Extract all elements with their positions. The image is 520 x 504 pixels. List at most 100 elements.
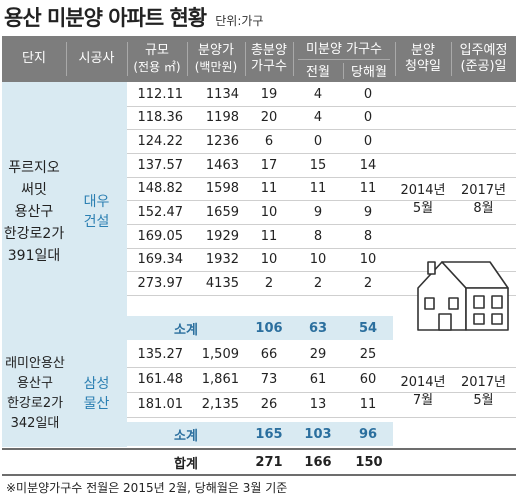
header-complex: 단지 — [2, 36, 66, 82]
header-price-label: 분양가 — [198, 43, 234, 58]
size-cell: 118.36 — [137, 110, 184, 125]
complex-b-name-line: 래미안용산 — [5, 356, 65, 371]
header-size: 규모 (전용 ㎡) — [127, 36, 187, 82]
total-row: 합계 271 166 150 — [2, 448, 516, 476]
total-this: 150 — [355, 454, 383, 470]
size-cell: 181.01 — [137, 397, 184, 412]
total-total: 271 — [255, 454, 283, 470]
header-unsold-group: 미분양 가구수 — [293, 36, 395, 59]
sale-month: 7월 — [412, 393, 434, 408]
header-divider — [293, 42, 294, 76]
header-price: 분양가 (백만원) — [187, 36, 245, 82]
subtotal-this: 54 — [358, 320, 378, 336]
total-units-cell: 10 — [260, 252, 278, 267]
complex-b-name-line: 342일대 — [10, 416, 60, 431]
price-cell: 1598 — [205, 181, 239, 196]
total-units-cell: 17 — [260, 157, 278, 173]
header-total-units: 총분양 가구수 — [245, 36, 293, 82]
prev-month-cell: 0 — [313, 133, 323, 149]
size-cell: 135.27 — [137, 347, 184, 362]
table-row: 137.57 1463 17 15 14 — [127, 153, 516, 178]
this-month-cell: 14 — [359, 157, 377, 173]
prev-month-cell: 61 — [309, 372, 327, 387]
complex-a-move-date: 2017년 8월 — [451, 176, 516, 224]
size-cell: 137.57 — [137, 157, 184, 173]
size-cell: 112.11 — [137, 86, 184, 102]
size-cell: 273.97 — [137, 275, 184, 291]
price-cell: 1,509 — [201, 347, 239, 362]
this-month-cell: 25 — [359, 347, 377, 362]
unit-label: 단위:가구 — [215, 14, 264, 28]
price-cell: 1659 — [205, 204, 239, 220]
complex-b-name-line: 용산구 — [17, 376, 53, 391]
table-row: 161.48 1,861 73 61 60 — [127, 367, 516, 393]
sale-month: 5월 — [412, 201, 434, 216]
header-divider — [451, 42, 452, 76]
sale-year: 2014년 — [400, 183, 446, 198]
subtotal-prev: 63 — [308, 320, 328, 336]
prev-month-cell: 8 — [313, 228, 323, 244]
complex-a-builder-line: 대우 — [83, 193, 110, 210]
price-cell: 1236 — [205, 133, 239, 149]
header-prev-month: 전월 — [293, 59, 343, 82]
prev-month-cell: 10 — [309, 252, 327, 267]
header-complex-label: 단지 — [22, 51, 46, 66]
this-month-cell: 11 — [359, 397, 377, 412]
complex-a-name-line: 한강로2가 — [3, 225, 65, 242]
header-total-units-line1: 총분양 — [251, 43, 287, 58]
header-divider — [66, 42, 67, 76]
subtotal-row: 소계 106 63 54 — [127, 316, 393, 340]
move-month: 8월 — [473, 201, 494, 216]
price-cell: 4135 — [205, 275, 239, 291]
table-row: 148.82 1598 11 11 11 — [127, 177, 516, 201]
subtotal-label: 소계 — [174, 322, 198, 338]
total-units-cell: 26 — [260, 397, 278, 412]
header-size-unit: (전용 ㎡) — [133, 60, 181, 74]
this-month-cell: 10 — [359, 252, 377, 267]
size-cell: 169.05 — [137, 228, 184, 244]
header-move-date: 입주예정 (준공)일 — [451, 36, 516, 82]
subtotal-prev: 103 — [304, 426, 332, 442]
header-prev-month-label: 전월 — [306, 65, 330, 80]
this-month-cell: 0 — [363, 110, 373, 125]
header-builder: 시공사 — [66, 36, 127, 82]
this-month-cell: 8 — [363, 228, 373, 244]
complex-a-name: 푸르지오 써밋 용산구 한강로2가 391일대 — [2, 82, 66, 341]
total-units-cell: 66 — [260, 347, 278, 362]
total-label: 합계 — [174, 456, 198, 472]
price-cell: 1134 — [205, 86, 239, 102]
header-divider — [187, 42, 188, 76]
prev-month-cell: 15 — [309, 157, 327, 173]
header-move-line2: (준공)일 — [460, 59, 507, 74]
complex-b-builder: 삼성 물산 — [66, 341, 127, 447]
header-divider — [127, 42, 128, 76]
header-total-units-line2: 가구수 — [251, 59, 287, 74]
header-price-unit: (백만원) — [194, 60, 238, 74]
total-units-cell: 20 — [260, 110, 278, 125]
size-cell: 161.48 — [137, 372, 184, 387]
table-row: 118.36 1198 20 4 0 — [127, 106, 516, 130]
complex-a-builder-line: 건설 — [83, 213, 110, 230]
complex-b-move-date: 2017년 5월 — [451, 369, 516, 415]
prev-month-cell: 11 — [309, 181, 327, 196]
move-year: 2017년 — [460, 183, 507, 198]
complex-a-name-line: 용산구 — [14, 203, 54, 220]
header-sale-line1: 분양 — [411, 43, 435, 58]
size-cell: 152.47 — [137, 204, 184, 220]
header-this-month: 당해월 — [343, 59, 395, 82]
price-cell: 1929 — [205, 228, 239, 244]
size-cell: 148.82 — [137, 181, 184, 196]
table-row: 169.05 1929 11 8 8 — [127, 224, 516, 249]
footnote: ※미분양가구수 전월은 2015년 2월, 당해월은 3월 기준 — [6, 481, 288, 495]
header-unsold-group-label: 미분양 가구수 — [306, 42, 382, 57]
move-month: 5월 — [473, 393, 494, 408]
size-cell: 124.22 — [137, 133, 184, 149]
header-builder-label: 시공사 — [78, 51, 115, 66]
total-units-cell: 73 — [260, 372, 278, 387]
total-units-cell: 10 — [260, 204, 278, 220]
table-row: 152.47 1659 10 9 9 — [127, 200, 516, 225]
total-units-cell: 11 — [260, 228, 278, 244]
complex-a-builder: 대우 건설 — [66, 82, 127, 341]
header-move-line1: 입주예정 — [459, 43, 508, 58]
subtotal-row: 소계 165 103 96 — [127, 422, 393, 446]
